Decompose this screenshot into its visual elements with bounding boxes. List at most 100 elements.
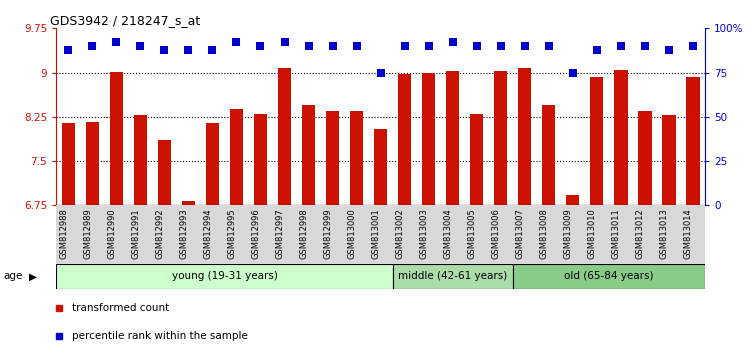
Bar	[566, 195, 580, 205]
Bar	[182, 201, 195, 205]
Bar	[128, 205, 152, 264]
Bar	[537, 205, 561, 264]
Text: GSM812998: GSM812998	[299, 208, 308, 259]
Text: middle (42-61 years): middle (42-61 years)	[398, 272, 507, 281]
Bar	[422, 73, 435, 205]
Bar	[86, 121, 99, 205]
Bar	[542, 105, 556, 205]
Bar	[465, 205, 489, 264]
Bar	[681, 205, 705, 264]
Text: old (65-84 years): old (65-84 years)	[564, 272, 654, 281]
Text: GDS3942 / 218247_s_at: GDS3942 / 218247_s_at	[50, 14, 200, 27]
Bar	[585, 205, 609, 264]
Text: GSM812996: GSM812996	[251, 208, 260, 259]
Point	[326, 43, 338, 49]
Text: GSM813008: GSM813008	[540, 208, 549, 259]
Bar	[62, 123, 75, 205]
Point	[423, 43, 435, 49]
Point	[399, 43, 411, 49]
Point	[471, 43, 483, 49]
Bar	[609, 205, 633, 264]
Bar	[296, 205, 320, 264]
Point	[687, 43, 699, 49]
Text: GSM813005: GSM813005	[468, 208, 477, 259]
Bar	[638, 111, 652, 205]
Point	[543, 43, 555, 49]
Text: GSM812997: GSM812997	[275, 208, 284, 259]
Text: ▶: ▶	[28, 272, 37, 281]
Bar	[489, 205, 513, 264]
Bar	[393, 264, 513, 289]
Point	[278, 40, 290, 45]
Bar	[393, 205, 417, 264]
Point	[639, 43, 651, 49]
Bar	[104, 205, 128, 264]
Text: GSM813001: GSM813001	[372, 208, 380, 259]
Point	[134, 43, 146, 49]
Point	[86, 43, 98, 49]
Point	[254, 43, 266, 49]
Bar	[248, 205, 272, 264]
Point	[350, 43, 362, 49]
Bar	[230, 109, 243, 205]
Bar	[56, 205, 80, 264]
Text: GSM812995: GSM812995	[227, 208, 236, 259]
Point	[182, 47, 194, 52]
Text: young (19-31 years): young (19-31 years)	[172, 272, 278, 281]
Bar	[80, 205, 104, 264]
Bar	[446, 72, 459, 205]
Text: GSM812989: GSM812989	[83, 208, 92, 259]
Text: GSM812990: GSM812990	[107, 208, 116, 259]
Point	[110, 40, 122, 45]
Bar	[110, 72, 123, 205]
Point	[495, 43, 507, 49]
Text: GSM813000: GSM813000	[347, 208, 356, 259]
Bar	[494, 72, 507, 205]
Bar	[513, 264, 705, 289]
Bar	[344, 205, 368, 264]
Text: GSM813014: GSM813014	[684, 208, 693, 259]
Point	[302, 43, 314, 49]
Bar	[590, 77, 604, 205]
Bar	[441, 205, 465, 264]
Point	[158, 47, 170, 52]
Text: GSM812994: GSM812994	[203, 208, 212, 259]
Bar	[326, 111, 339, 205]
Text: GSM813002: GSM813002	[396, 208, 405, 259]
Point	[62, 47, 74, 52]
Bar	[374, 129, 387, 205]
Bar	[470, 114, 483, 205]
Bar	[302, 105, 315, 205]
Bar	[513, 205, 537, 264]
Text: GSM813010: GSM813010	[588, 208, 597, 259]
Point	[591, 47, 603, 52]
Point	[615, 43, 627, 49]
Point	[230, 40, 242, 45]
Bar	[56, 264, 393, 289]
Bar	[272, 205, 296, 264]
Bar	[152, 205, 176, 264]
Text: age: age	[4, 272, 23, 281]
Bar	[224, 205, 248, 264]
Bar	[134, 115, 147, 205]
Bar	[278, 68, 291, 205]
Text: GSM813003: GSM813003	[420, 208, 429, 259]
Text: GSM812992: GSM812992	[155, 208, 164, 259]
Bar	[254, 114, 267, 205]
Text: GSM812988: GSM812988	[59, 208, 68, 259]
Text: GSM813006: GSM813006	[492, 208, 501, 259]
Text: GSM813013: GSM813013	[660, 208, 669, 259]
Text: GSM813009: GSM813009	[564, 208, 573, 259]
Bar	[686, 77, 700, 205]
Bar	[176, 205, 200, 264]
Text: GSM813004: GSM813004	[444, 208, 453, 259]
Bar	[662, 115, 676, 205]
Point	[519, 43, 531, 49]
Bar	[206, 123, 219, 205]
Text: GSM812991: GSM812991	[131, 208, 140, 259]
Bar	[633, 205, 657, 264]
Point	[206, 47, 218, 52]
Text: GSM813012: GSM813012	[636, 208, 645, 259]
Bar	[368, 205, 393, 264]
Bar	[200, 205, 224, 264]
